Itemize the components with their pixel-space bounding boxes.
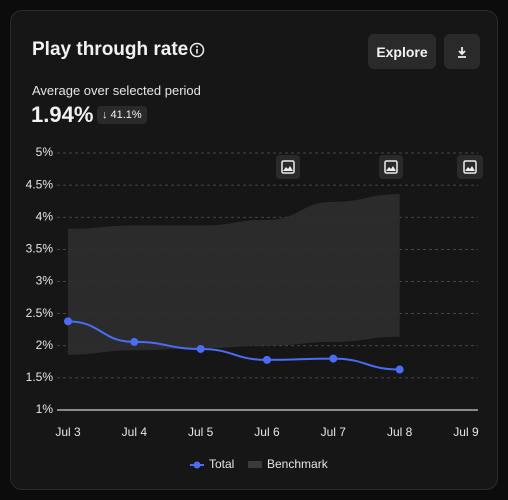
summary-value: 1.94% (31, 102, 94, 127)
download-icon (458, 46, 466, 58)
y-tick-label: 3.5% (26, 242, 54, 256)
y-tick-label: 3% (36, 274, 54, 288)
point (196, 344, 205, 353)
point (329, 354, 338, 363)
annotation-icons (276, 155, 483, 179)
x-tick-label: Jul 5 (188, 425, 214, 439)
y-tick-label: 1% (36, 402, 54, 416)
x-tick-label: Jul 7 (321, 425, 347, 439)
subtitle: Average over selected period (32, 83, 201, 98)
download-button[interactable] (444, 34, 480, 69)
y-tick-label: 1.5% (26, 370, 54, 384)
annotation-icon[interactable] (276, 155, 300, 179)
y-tick-label: 5% (36, 145, 54, 159)
x-tick-label: Jul 4 (122, 425, 148, 439)
x-tick-label: Jul 8 (387, 425, 413, 439)
point (262, 355, 271, 364)
legend-label: Benchmark (267, 457, 329, 471)
benchmark-band (68, 194, 400, 355)
point (395, 365, 404, 374)
y-tick-label: 2% (36, 338, 54, 352)
change-badge: ↓ 41.1% (97, 106, 147, 124)
legend-swatch (248, 461, 262, 468)
x-tick-label: Jul 9 (453, 425, 479, 439)
annotation-icon[interactable] (379, 155, 403, 179)
x-tick-label: Jul 6 (254, 425, 280, 439)
title: Play through rate (32, 39, 189, 60)
point (64, 317, 72, 326)
info-icon[interactable] (189, 42, 205, 58)
y-tick-label: 4% (36, 209, 54, 223)
x-tick-label: Jul 3 (55, 425, 81, 439)
point (130, 337, 139, 346)
explore-button[interactable]: Explore (368, 34, 436, 69)
legend-dot (193, 461, 201, 469)
y-tick-label: 4.5% (26, 177, 54, 191)
total-line (67, 320, 400, 371)
y-tick-label: 2.5% (26, 306, 54, 320)
down-arrow: ↓ (102, 109, 108, 121)
annotation-icon[interactable] (457, 155, 483, 179)
change-value: 41.1% (110, 109, 142, 121)
legend-label: Total (209, 457, 234, 471)
